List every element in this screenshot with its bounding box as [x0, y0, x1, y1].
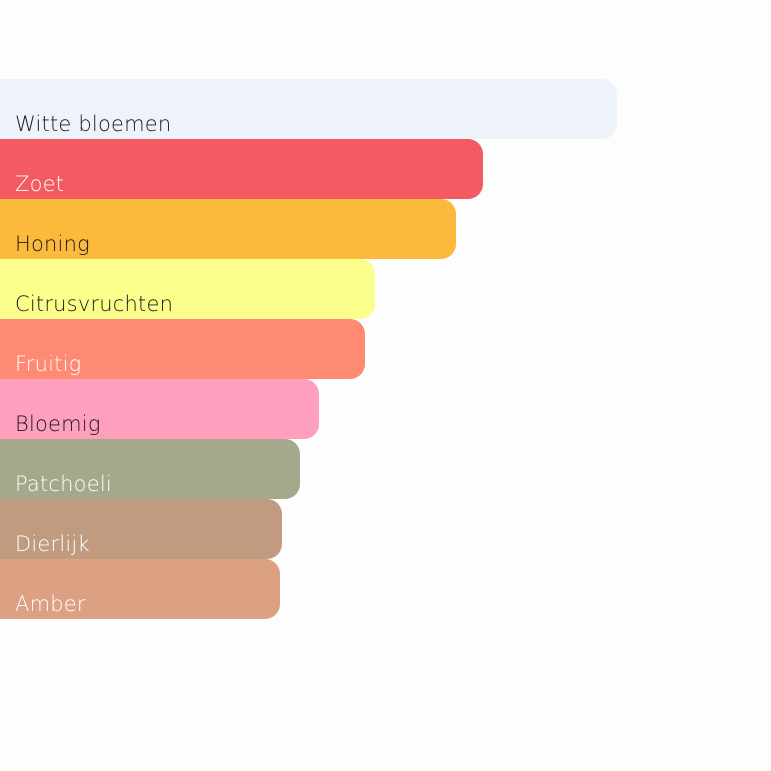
bar-patchoeli: Patchoeli	[0, 439, 300, 499]
bar-label: Honing	[15, 232, 90, 256]
bar-honing: Honing	[0, 199, 456, 259]
bar-label: Amber	[15, 592, 86, 616]
bar-label: Patchoeli	[15, 472, 112, 496]
bar-label: Bloemig	[15, 412, 101, 436]
accords-bar-chart: Witte bloemen Zoet Honing Citrusvruchten Fru…	[0, 79, 617, 619]
bar-label: Fruitig	[15, 352, 82, 376]
bar-witte-bloemen: Witte bloemen	[0, 79, 617, 139]
bar-label: Dierlijk	[15, 532, 90, 556]
bar-fruitig: Fruitig	[0, 319, 366, 379]
bar-label: Zoet	[15, 172, 65, 196]
bar-citrusvruchten: Citrusvruchten	[0, 259, 376, 319]
bar-label: Citrusvruchten	[15, 292, 174, 316]
bar-amber: Amber	[0, 559, 281, 619]
bar-bloemig: Bloemig	[0, 379, 319, 439]
bar-zoet: Zoet	[0, 139, 484, 199]
bar-label: Witte bloemen	[15, 112, 172, 136]
bar-dierlijk: Dierlijk	[0, 499, 282, 559]
